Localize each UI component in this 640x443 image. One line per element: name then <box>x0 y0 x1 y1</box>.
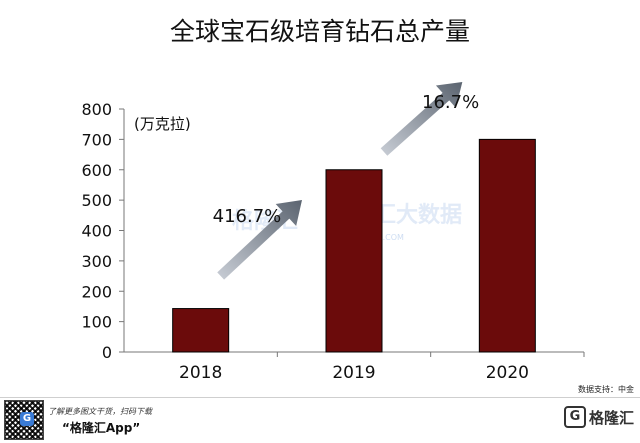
promo-text: 了解更多图文干货，扫码下载 <box>48 407 152 416</box>
source-note: 数据支持：中金 <box>578 384 634 394</box>
app-name: “格隆汇App” <box>62 421 141 435</box>
axes: 0 100 200 300 400 500 600 700 800 2018 2019 2020 <box>81 100 585 383</box>
y-tick-label: 0 <box>102 343 112 362</box>
x-tick-label: 2020 <box>486 363 529 383</box>
chart: 全球宝石级培育钻石总产量 格隆汇格隆汇大数据GUGUDATA.COM 01002… <box>81 17 634 394</box>
y-tick-label: 200 <box>81 282 112 301</box>
y-tick-label: 500 <box>81 191 112 210</box>
brand-g-icon: G <box>563 406 586 428</box>
growth-arrows: 416.7% 16.7% <box>213 82 479 280</box>
y-tick-label: 300 <box>81 252 112 271</box>
qr-logo-icon: G <box>20 412 34 426</box>
bar-2020 <box>478 138 536 353</box>
chart-title: 全球宝石级培育钻石总产量 <box>170 17 470 46</box>
footer-divider <box>0 397 640 398</box>
growth-label: 416.7% <box>213 206 282 227</box>
y-tick-label: 400 <box>81 222 112 241</box>
bars <box>172 138 536 353</box>
y-tick-label: 100 <box>81 313 112 332</box>
growth-arrow <box>217 200 302 280</box>
bar-2019 <box>325 169 383 353</box>
x-tick-label: 2019 <box>332 363 375 383</box>
x-tick-label: 2018 <box>179 363 222 383</box>
y-tick-label: 700 <box>81 130 112 149</box>
unit-label: (万克拉) <box>134 115 191 133</box>
growth-arrow <box>380 82 463 156</box>
brand-logo: G 格隆汇 <box>563 406 634 428</box>
y-tick-label: 600 <box>81 161 112 180</box>
y-tick-label: 800 <box>81 100 112 119</box>
qr-code: G <box>4 400 44 440</box>
brand-name: 格隆汇 <box>588 408 634 427</box>
growth-label: 16.7% <box>422 92 479 113</box>
bar-2018 <box>172 308 230 353</box>
